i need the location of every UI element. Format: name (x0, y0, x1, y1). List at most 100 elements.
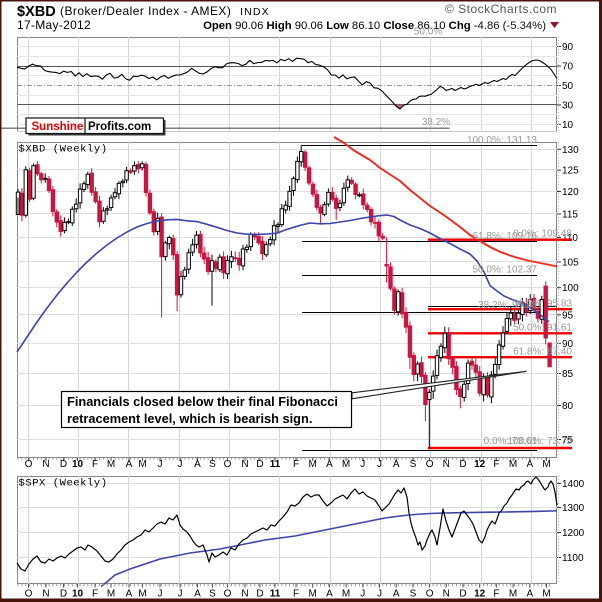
svg-text:O: O (224, 459, 232, 470)
svg-text:J: J (158, 459, 163, 470)
svg-text:M: M (542, 459, 550, 470)
svg-text:INDX: INDX (240, 6, 270, 18)
svg-text:A: A (326, 589, 333, 600)
svg-text:80: 80 (562, 401, 574, 412)
svg-text:M: M (138, 589, 146, 600)
svg-text:F: F (493, 459, 499, 470)
svg-text:17-May-2012: 17-May-2012 (17, 18, 91, 32)
svg-text:J: J (178, 589, 183, 600)
svg-text:S: S (209, 589, 216, 600)
svg-text:F: F (493, 589, 499, 600)
svg-text:retracement level, which is be: retracement level, which is bearish sign… (67, 411, 312, 426)
svg-text:11: 11 (270, 459, 281, 470)
svg-text:1100: 1100 (562, 553, 584, 564)
svg-text:N: N (443, 589, 450, 600)
svg-text:110: 110 (562, 233, 578, 244)
svg-text:Open 90.06 High 90.06 Low 86.1: Open 90.06 High 90.06 Low 86.10 Close 86… (203, 20, 546, 32)
svg-text:M: M (509, 589, 517, 600)
svg-text:M: M (509, 459, 517, 470)
svg-text:38.2%: 38.2% (422, 117, 450, 128)
svg-text:100.0%: 73.75: 100.0%: 73.75 (508, 436, 573, 447)
svg-text:J: J (360, 589, 365, 600)
svg-text:J: J (360, 459, 365, 470)
svg-text:N: N (241, 459, 248, 470)
svg-text:M: M (107, 589, 115, 600)
svg-text:$XBD: $XBD (17, 4, 56, 20)
svg-text:$SPX (Weekly): $SPX (Weekly) (19, 478, 108, 490)
svg-text:75: 75 (562, 435, 574, 446)
svg-text:M: M (342, 459, 350, 470)
svg-text:J: J (158, 589, 163, 600)
svg-text:© StockCharts.com: © StockCharts.com (445, 2, 557, 16)
svg-text:D: D (256, 589, 263, 600)
svg-text:D: D (60, 459, 67, 470)
svg-text:A: A (194, 589, 201, 600)
svg-text:A: A (526, 589, 533, 600)
svg-text:D: D (60, 589, 67, 600)
svg-text:M: M (309, 459, 317, 470)
svg-text:95: 95 (562, 310, 574, 321)
svg-text:50: 50 (562, 81, 574, 92)
svg-text:1200: 1200 (562, 528, 585, 539)
svg-text:F: F (293, 589, 299, 600)
svg-text:A: A (393, 589, 400, 600)
svg-text:S: S (410, 459, 417, 470)
svg-text:A: A (126, 459, 133, 470)
svg-text:O: O (426, 589, 434, 600)
svg-text:N: N (42, 459, 49, 470)
svg-text:105: 105 (562, 258, 579, 269)
svg-text:A: A (526, 459, 533, 470)
svg-text:130: 130 (562, 145, 579, 156)
svg-text:D: D (459, 459, 466, 470)
svg-text:120: 120 (562, 187, 579, 198)
svg-text:J: J (377, 459, 382, 470)
svg-text:11: 11 (270, 589, 281, 600)
svg-text:50.0%: 102.37: 50.0%: 102.37 (473, 265, 538, 276)
svg-text:90: 90 (562, 339, 574, 350)
svg-text:A: A (194, 459, 201, 470)
svg-text:F: F (92, 459, 98, 470)
svg-text:S: S (209, 459, 216, 470)
svg-text:M: M (542, 589, 550, 600)
svg-text:D: D (459, 589, 466, 600)
svg-text:M: M (138, 459, 146, 470)
svg-text:38.2%: 95.83: 38.2%: 95.83 (513, 298, 572, 309)
svg-text:0.0%: 109.48: 0.0%: 109.48 (513, 229, 572, 240)
svg-text:Sunshine: Sunshine (32, 121, 84, 133)
svg-text:50.0%: 91.61: 50.0%: 91.61 (513, 323, 572, 334)
svg-text:38.2%: 95.58: 38.2%: 95.58 (478, 300, 537, 311)
svg-text:A: A (326, 459, 333, 470)
svg-text:J: J (377, 589, 382, 600)
svg-text:1300: 1300 (562, 503, 585, 514)
svg-text:J: J (178, 459, 183, 470)
svg-text:12: 12 (474, 589, 486, 600)
svg-text:61.8%: 87.40: 61.8%: 87.40 (513, 346, 572, 357)
svg-text:Financials closed below their: Financials closed below their final Fibo… (67, 394, 338, 409)
svg-text:61.8%: 109.16: 61.8%: 109.16 (473, 231, 538, 242)
svg-text:125: 125 (562, 166, 579, 177)
svg-text:F: F (293, 459, 299, 470)
svg-text:D: D (256, 459, 263, 470)
svg-text:115: 115 (562, 210, 578, 221)
svg-text:70: 70 (562, 62, 574, 73)
svg-text:50.0%: 50.0% (414, 27, 442, 38)
svg-text:90: 90 (562, 42, 574, 53)
svg-text:$XBD (Weekly): $XBD (Weekly) (19, 144, 108, 156)
svg-text:10: 10 (72, 459, 84, 470)
svg-text:S: S (410, 589, 417, 600)
svg-text:Profits.com: Profits.com (88, 121, 151, 133)
svg-text:N: N (42, 589, 49, 600)
svg-text:85: 85 (562, 369, 574, 380)
svg-text:10: 10 (562, 120, 574, 131)
svg-text:M: M (342, 589, 350, 600)
svg-text:30: 30 (562, 100, 574, 111)
svg-text:F: F (92, 589, 98, 600)
svg-text:100.0%: 131.13: 100.0%: 131.13 (467, 135, 537, 146)
svg-text:N: N (241, 589, 248, 600)
svg-text:O: O (25, 459, 33, 470)
svg-text:A: A (393, 459, 400, 470)
svg-text:O: O (25, 589, 33, 600)
svg-text:O: O (224, 589, 232, 600)
svg-text:12: 12 (474, 459, 486, 470)
svg-text:0.0%: 73.61: 0.0%: 73.61 (484, 436, 538, 447)
